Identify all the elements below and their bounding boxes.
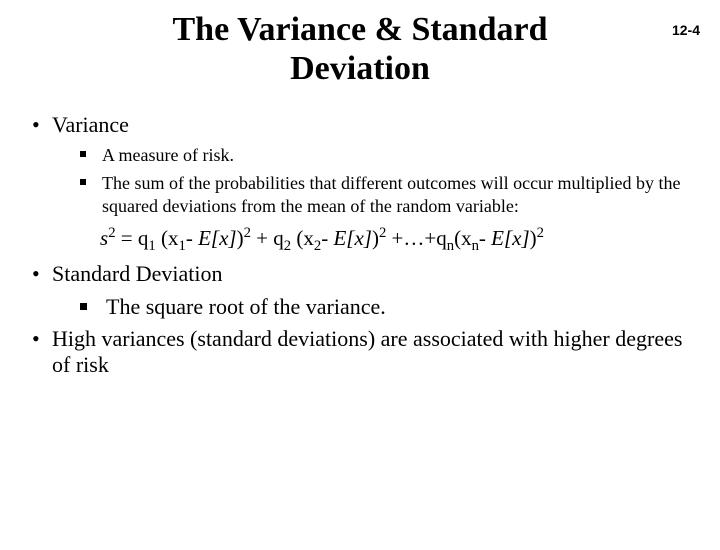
bullet-dot-icon: • <box>30 112 52 138</box>
variance-sub-2-text: The sum of the probabilities that differ… <box>102 172 690 219</box>
formula-sub: n <box>472 239 479 255</box>
formula-ex: E[x] <box>198 226 237 250</box>
square-bullet-icon <box>80 144 102 157</box>
square-bullet-icon <box>80 293 106 310</box>
formula-part: + q <box>251 226 284 250</box>
stddev-sub-1: The square root of the variance. <box>80 293 690 322</box>
formula-part: ) <box>372 226 379 250</box>
variance-sub-1-text: A measure of risk. <box>102 144 690 167</box>
variance-sub-2: The sum of the probabilities that differ… <box>80 172 690 219</box>
formula-part: - <box>321 226 333 250</box>
formula-part: x <box>461 226 472 250</box>
formula-part: ( <box>156 226 168 250</box>
formula-sup: 2 <box>244 225 251 241</box>
variance-sub-1: A measure of risk. <box>80 144 690 167</box>
formula-part: +…+q <box>386 226 446 250</box>
formula-sup: 2 <box>108 225 115 241</box>
stddev-sub-1-text: The square root of the variance. <box>106 293 690 322</box>
formula-part: = q <box>116 226 149 250</box>
formula-part: ( <box>291 226 303 250</box>
formula-sub: n <box>447 239 454 255</box>
formula-part: ) <box>237 226 244 250</box>
bullet-stddev-label: Standard Deviation <box>52 261 690 287</box>
formula-ex: E[x] <box>333 226 372 250</box>
title-line-1: The Variance & Standard <box>173 11 548 48</box>
formula-part: - <box>186 226 198 250</box>
square-bullet-icon <box>80 172 102 185</box>
bullet-dot-icon: • <box>30 326 52 352</box>
formula-sub: 1 <box>178 239 185 255</box>
bullet-stddev: • Standard Deviation <box>30 261 690 287</box>
formula-part: x <box>303 226 314 250</box>
bullet-highvar: • High variances (standard deviations) a… <box>30 326 690 378</box>
variance-sublist: A measure of risk. The sum of the probab… <box>80 144 690 218</box>
bullet-variance-label: Variance <box>52 112 690 138</box>
bullet-dot-icon: • <box>30 261 52 287</box>
formula-part: x <box>168 226 179 250</box>
formula-part: - <box>479 226 491 250</box>
bullet-highvar-label: High variances (standard deviations) are… <box>52 326 690 378</box>
slide-content: • Variance A measure of risk. The sum of… <box>0 112 720 378</box>
formula-part: ) <box>530 226 537 250</box>
formula-ex: E[x] <box>491 226 530 250</box>
variance-formula: s2 = q1 (x1- E[x])2 + q2 (x2- E[x])2 +…+… <box>100 226 690 251</box>
title-line-2: Deviation <box>290 50 430 87</box>
formula-sub: 1 <box>148 239 155 255</box>
bullet-variance: • Variance <box>30 112 690 138</box>
formula-sub: 2 <box>284 239 291 255</box>
page-number: 12-4 <box>672 22 700 38</box>
formula-sup: 2 <box>537 225 544 241</box>
formula-s: s <box>100 226 108 250</box>
stddev-sublist: The square root of the variance. <box>80 293 690 322</box>
slide-title: The Variance & Standard Deviation <box>0 10 720 88</box>
